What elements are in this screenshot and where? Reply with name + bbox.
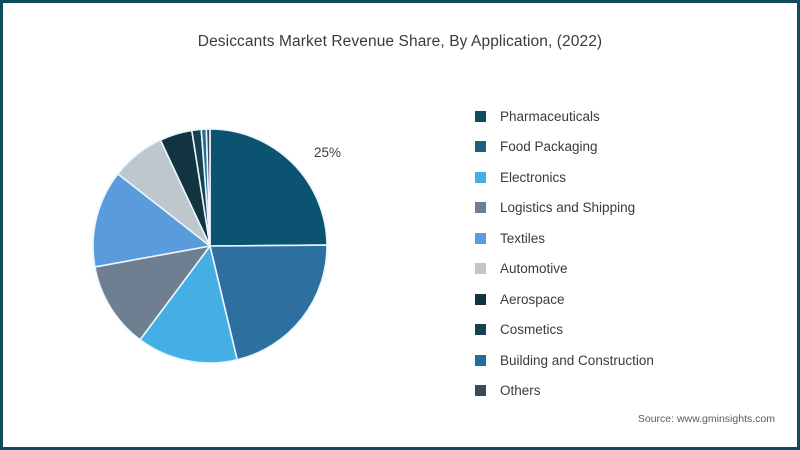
- legend-item-label: Textiles: [500, 230, 546, 246]
- legend-item[interactable]: Pharmaceuticals: [475, 101, 775, 132]
- legend-color-swatch: [475, 232, 486, 244]
- legend-color-swatch: [475, 385, 486, 397]
- legend-color-swatch: [475, 293, 486, 305]
- legend-item[interactable]: Others: [475, 376, 775, 407]
- legend-item-label: Automotive: [500, 261, 568, 276]
- legend-item[interactable]: Building and Construction: [475, 345, 775, 376]
- pie-slice[interactable]: [209, 128, 328, 247]
- legend-color-swatch: [475, 141, 486, 153]
- legend-item-label: Electronics: [500, 169, 567, 185]
- legend-item-label: Aerospace: [500, 291, 565, 307]
- legend-item-label: Building and Construction: [500, 352, 654, 368]
- pie-slice-percentage-label: 25%: [314, 145, 342, 160]
- legend-item-label: Food Packaging: [500, 139, 598, 154]
- legend-item[interactable]: Cosmetics: [475, 315, 775, 346]
- pie-chart: [92, 128, 328, 364]
- legend-color-swatch: [475, 171, 486, 183]
- legend-item[interactable]: Automotive: [475, 254, 775, 285]
- legend-color-swatch: [475, 110, 486, 122]
- legend-color-swatch: [475, 324, 486, 336]
- source-attribution: Source: www.gminsights.com: [637, 413, 775, 425]
- chart-title: Desiccants Market Revenue Share, By Appl…: [197, 33, 603, 50]
- legend-item-label: Pharmaceuticals: [500, 108, 600, 124]
- legend-color-swatch: [475, 263, 486, 275]
- legend-item[interactable]: Electronics: [475, 162, 775, 193]
- legend-item[interactable]: Aerospace: [475, 284, 775, 315]
- pie-slice[interactable]: [94, 245, 211, 341]
- pie-slice[interactable]: [205, 128, 211, 247]
- legend-item[interactable]: Textiles: [475, 223, 775, 254]
- chart-legend: Pharmaceuticals Food Packaging Electronics…: [475, 101, 775, 406]
- legend-item-label: Others: [500, 383, 541, 398]
- pie-slice[interactable]: [139, 245, 238, 364]
- legend-item-label: Cosmetics: [500, 322, 564, 337]
- pie-slice-group: [92, 128, 328, 364]
- legend-item-label: Logistics and Shipping: [500, 200, 636, 215]
- pie-slice[interactable]: [92, 173, 211, 268]
- legend-color-swatch: [475, 354, 486, 366]
- legend-item[interactable]: Logistics and Shipping: [475, 193, 775, 224]
- pie-slice[interactable]: [209, 244, 328, 361]
- legend-color-swatch: [475, 202, 486, 214]
- pie-chart-svg: [92, 128, 328, 364]
- legend-item[interactable]: Food Packaging: [475, 132, 775, 163]
